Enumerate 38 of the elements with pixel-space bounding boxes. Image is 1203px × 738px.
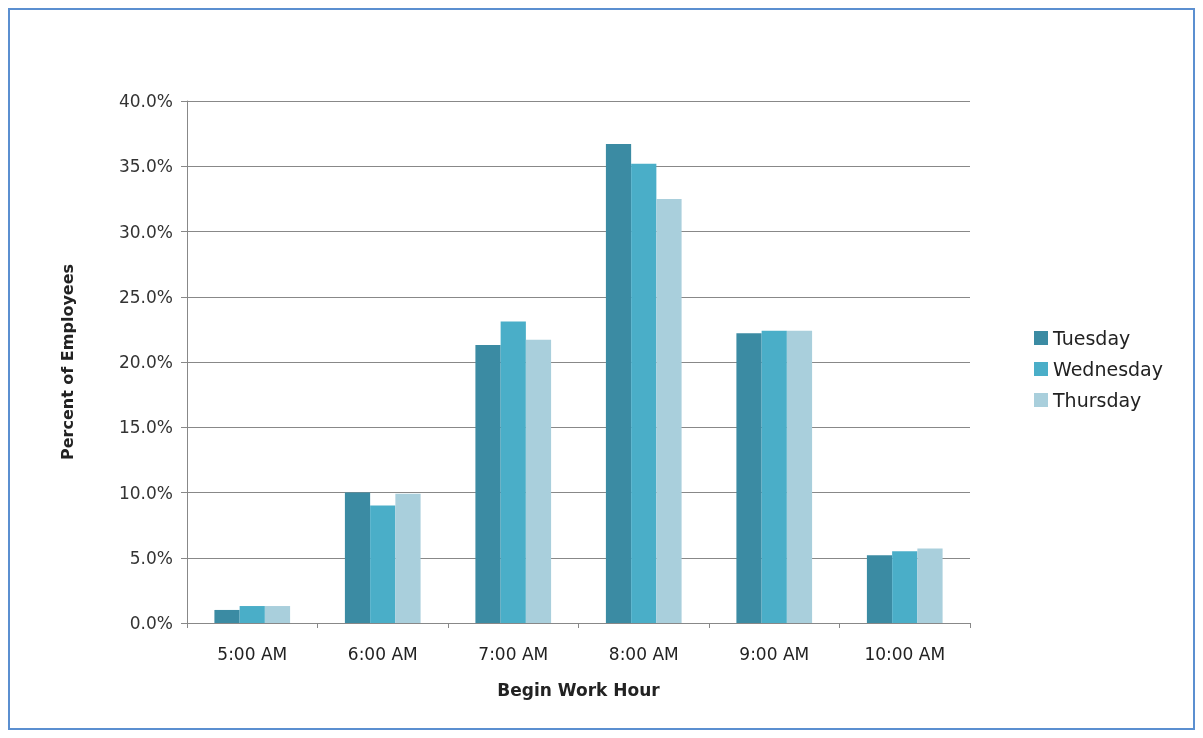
x-axis-title: Begin Work Hour — [497, 679, 661, 700]
bar — [866, 555, 893, 623]
bar — [605, 144, 632, 623]
y-tick-label: 5.0% — [129, 547, 173, 568]
bar — [786, 330, 813, 623]
bar — [892, 551, 918, 623]
bar — [917, 548, 943, 623]
y-tick-label: 10.0% — [118, 482, 173, 503]
bar — [761, 330, 787, 623]
bar — [500, 321, 526, 623]
bar — [239, 606, 265, 623]
x-tick-label: 7:00 AM — [478, 643, 549, 664]
bar — [214, 609, 240, 623]
x-tick-label: 10:00 AM — [864, 643, 946, 664]
x-tick-label: 5:00 AM — [217, 643, 288, 664]
bar — [395, 493, 421, 623]
y-tick-label: 40.0% — [118, 91, 173, 111]
bar — [264, 606, 291, 623]
bar — [525, 339, 552, 623]
bar — [736, 333, 762, 623]
y-tick-label: 20.0% — [118, 352, 173, 372]
bar — [344, 492, 371, 623]
y-tick-label: 35.0% — [118, 156, 173, 177]
legend-label: Wednesday — [1053, 358, 1164, 380]
x-tick-label: 8:00 AM — [608, 643, 679, 664]
bar — [475, 345, 501, 623]
y-axis-title: Percent of Employees — [57, 263, 77, 461]
legend-label: Tuesday — [1052, 327, 1131, 349]
y-tick-label: 15.0% — [118, 417, 173, 438]
bar — [656, 198, 682, 623]
x-tick-label: 6:00 AM — [347, 643, 418, 664]
y-tick-label: 30.0% — [118, 221, 173, 242]
y-tick-label: 25.0% — [118, 286, 173, 307]
legend-label: Thursday — [1052, 389, 1142, 411]
x-tick-label: 9:00 AM — [739, 643, 810, 664]
bar — [370, 505, 396, 623]
bar — [631, 163, 657, 623]
y-tick-label: 0.0% — [129, 613, 173, 633]
